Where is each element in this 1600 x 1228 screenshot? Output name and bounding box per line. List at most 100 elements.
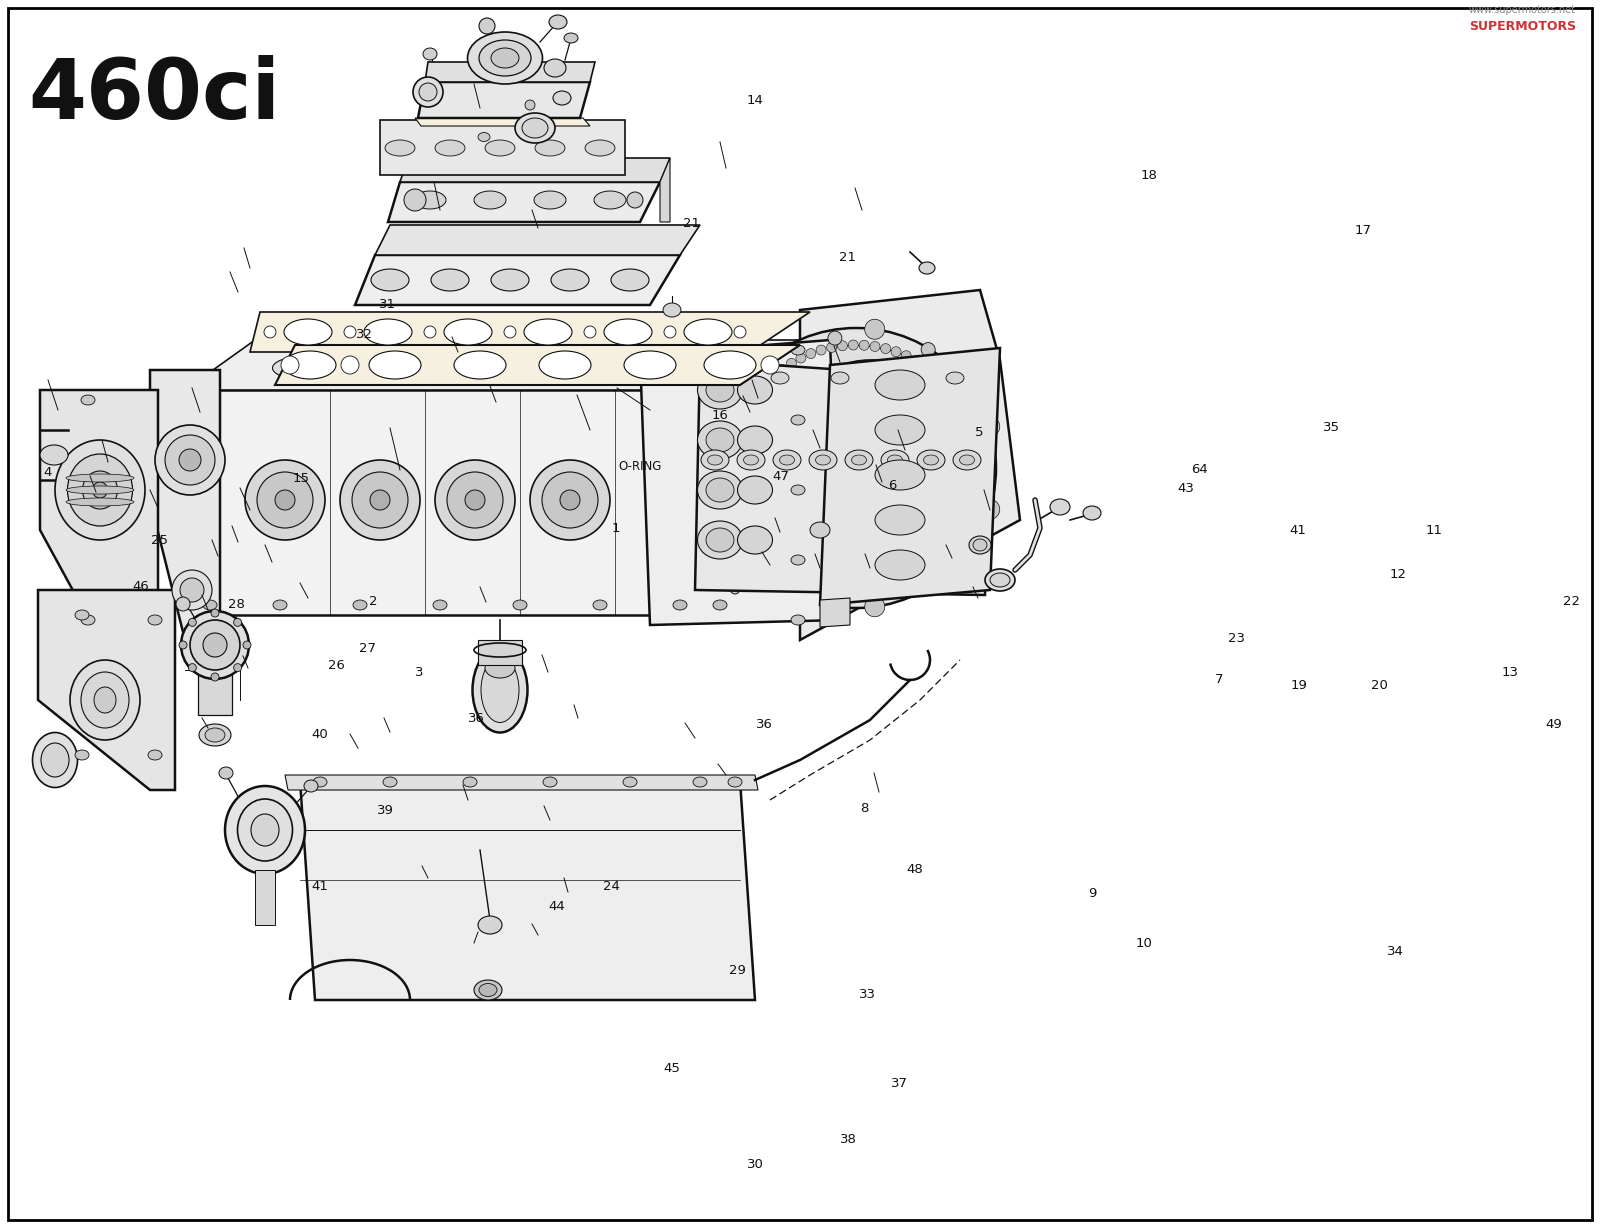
Ellipse shape [699, 348, 712, 357]
Text: 1: 1 [611, 522, 621, 534]
Ellipse shape [211, 673, 219, 682]
Ellipse shape [698, 371, 742, 409]
Text: 19: 19 [1291, 679, 1307, 691]
Ellipse shape [762, 356, 779, 375]
Ellipse shape [830, 372, 850, 384]
Ellipse shape [478, 916, 502, 935]
Ellipse shape [728, 458, 738, 468]
Ellipse shape [422, 357, 477, 379]
Ellipse shape [422, 48, 437, 60]
Ellipse shape [976, 427, 990, 442]
Ellipse shape [32, 732, 77, 787]
Ellipse shape [83, 472, 117, 508]
Ellipse shape [685, 319, 733, 345]
Text: 33: 33 [859, 989, 875, 1001]
Ellipse shape [434, 600, 446, 610]
Ellipse shape [82, 672, 130, 728]
Ellipse shape [827, 583, 837, 593]
Ellipse shape [758, 400, 773, 415]
Ellipse shape [386, 140, 414, 156]
Ellipse shape [419, 84, 437, 101]
Ellipse shape [584, 325, 595, 338]
Ellipse shape [498, 357, 552, 379]
Ellipse shape [957, 400, 966, 410]
Ellipse shape [810, 522, 830, 538]
Ellipse shape [910, 356, 922, 366]
Ellipse shape [165, 435, 214, 485]
Ellipse shape [686, 357, 699, 368]
Polygon shape [694, 360, 990, 596]
Ellipse shape [627, 192, 643, 208]
Ellipse shape [706, 528, 734, 553]
Ellipse shape [352, 472, 408, 528]
Ellipse shape [274, 600, 286, 610]
Ellipse shape [938, 551, 947, 561]
Text: 14: 14 [747, 95, 763, 107]
Ellipse shape [605, 319, 653, 345]
Ellipse shape [747, 530, 758, 540]
Text: 36: 36 [757, 718, 773, 731]
Polygon shape [661, 158, 670, 222]
Text: 27: 27 [360, 642, 376, 655]
Ellipse shape [282, 356, 299, 375]
Text: 18: 18 [1141, 169, 1157, 182]
Text: 6: 6 [888, 479, 898, 491]
Text: 34: 34 [1387, 946, 1403, 958]
Ellipse shape [715, 355, 728, 365]
Ellipse shape [742, 521, 752, 530]
Ellipse shape [944, 383, 955, 393]
Ellipse shape [219, 768, 234, 779]
Ellipse shape [66, 474, 134, 483]
Ellipse shape [738, 449, 765, 470]
Ellipse shape [776, 425, 792, 441]
Ellipse shape [371, 269, 410, 291]
Ellipse shape [851, 456, 867, 465]
Ellipse shape [179, 578, 205, 602]
Text: 37: 37 [891, 1077, 907, 1089]
Ellipse shape [304, 780, 318, 792]
Text: 29: 29 [730, 964, 746, 976]
Ellipse shape [944, 543, 955, 553]
Ellipse shape [544, 59, 566, 77]
Polygon shape [819, 348, 1000, 605]
Ellipse shape [339, 460, 419, 540]
Ellipse shape [842, 454, 870, 483]
Ellipse shape [491, 269, 530, 291]
Ellipse shape [790, 415, 805, 425]
Ellipse shape [728, 566, 742, 594]
Ellipse shape [706, 378, 734, 402]
Ellipse shape [882, 449, 909, 470]
Ellipse shape [891, 580, 901, 589]
Ellipse shape [901, 575, 910, 586]
Ellipse shape [979, 416, 1000, 437]
Ellipse shape [370, 490, 390, 510]
Ellipse shape [845, 449, 874, 470]
Ellipse shape [474, 192, 506, 209]
Ellipse shape [778, 365, 787, 375]
Ellipse shape [976, 479, 990, 492]
Ellipse shape [728, 406, 742, 433]
Polygon shape [301, 780, 755, 1000]
Polygon shape [730, 340, 800, 615]
Ellipse shape [744, 456, 758, 465]
Ellipse shape [917, 449, 946, 470]
Text: SUPERMOTORS: SUPERMOTORS [1469, 20, 1576, 33]
Ellipse shape [795, 352, 806, 363]
Text: 36: 36 [469, 712, 485, 725]
Text: 38: 38 [840, 1133, 856, 1146]
Text: 47: 47 [773, 470, 789, 483]
Ellipse shape [962, 410, 973, 420]
Ellipse shape [770, 555, 779, 565]
Polygon shape [800, 290, 1021, 640]
Ellipse shape [190, 620, 240, 670]
Ellipse shape [728, 777, 742, 787]
Ellipse shape [594, 192, 626, 209]
Ellipse shape [173, 570, 211, 610]
Text: 25: 25 [152, 534, 168, 546]
Text: 21: 21 [840, 252, 856, 264]
Ellipse shape [979, 500, 1000, 519]
Ellipse shape [974, 463, 984, 473]
Text: 17: 17 [1355, 225, 1371, 237]
Ellipse shape [768, 381, 944, 555]
Ellipse shape [779, 456, 795, 465]
